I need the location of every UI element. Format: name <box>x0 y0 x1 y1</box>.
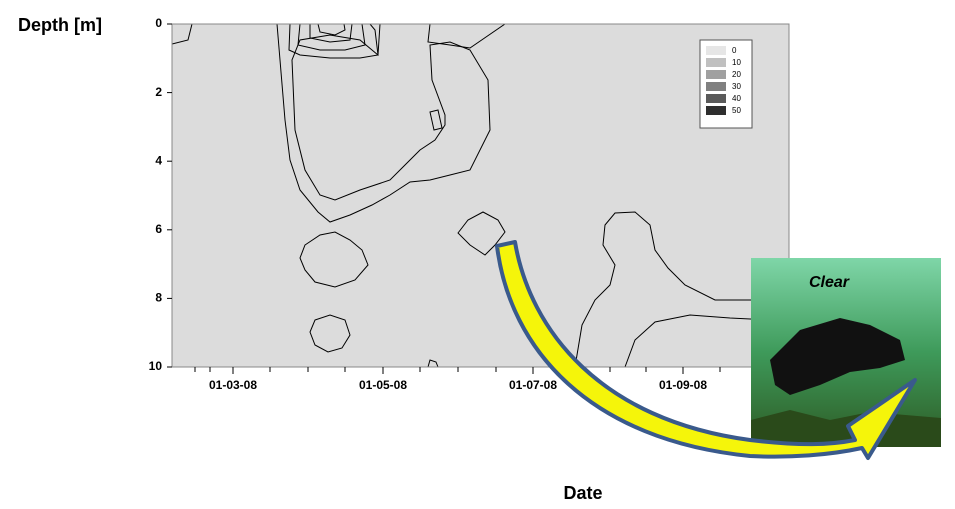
y-tick-label: 2 <box>155 85 162 99</box>
y-tick-label: 6 <box>155 222 162 236</box>
legend-swatch <box>706 58 726 67</box>
y-tick-label: 0 <box>155 16 162 30</box>
legend-label: 10 <box>732 58 741 67</box>
y-axis-title: Depth [m] <box>18 15 102 35</box>
y-tick-label: 4 <box>155 153 162 167</box>
legend-label: 50 <box>732 106 741 115</box>
x-tick-label: 01-03-08 <box>209 378 257 392</box>
x-axis-title: Date <box>563 483 602 503</box>
legend-swatch <box>706 106 726 115</box>
legend-swatch <box>706 46 726 55</box>
photo: Clear <box>751 258 941 447</box>
legend-label: 30 <box>732 82 741 91</box>
x-tick-label: 01-09-08 <box>659 378 707 392</box>
legend-swatch <box>706 70 726 79</box>
x-tick-label: 01-05-08 <box>359 378 407 392</box>
chart: Depth [m] Date 024681001-03-0801-05-0801… <box>0 0 955 509</box>
legend-swatch <box>706 82 726 91</box>
legend-label: 20 <box>732 70 741 79</box>
legend-label: 0 <box>732 46 737 55</box>
x-minor-ticks <box>195 367 758 372</box>
legend-swatch <box>706 94 726 103</box>
x-tick-label: 01-07-08 <box>509 378 557 392</box>
y-tick-label: 8 <box>155 291 162 305</box>
plot-area <box>172 24 789 372</box>
y-tick-label: 10 <box>149 359 163 373</box>
photo-caption: Clear <box>809 274 850 291</box>
legend-label: 40 <box>732 94 741 103</box>
